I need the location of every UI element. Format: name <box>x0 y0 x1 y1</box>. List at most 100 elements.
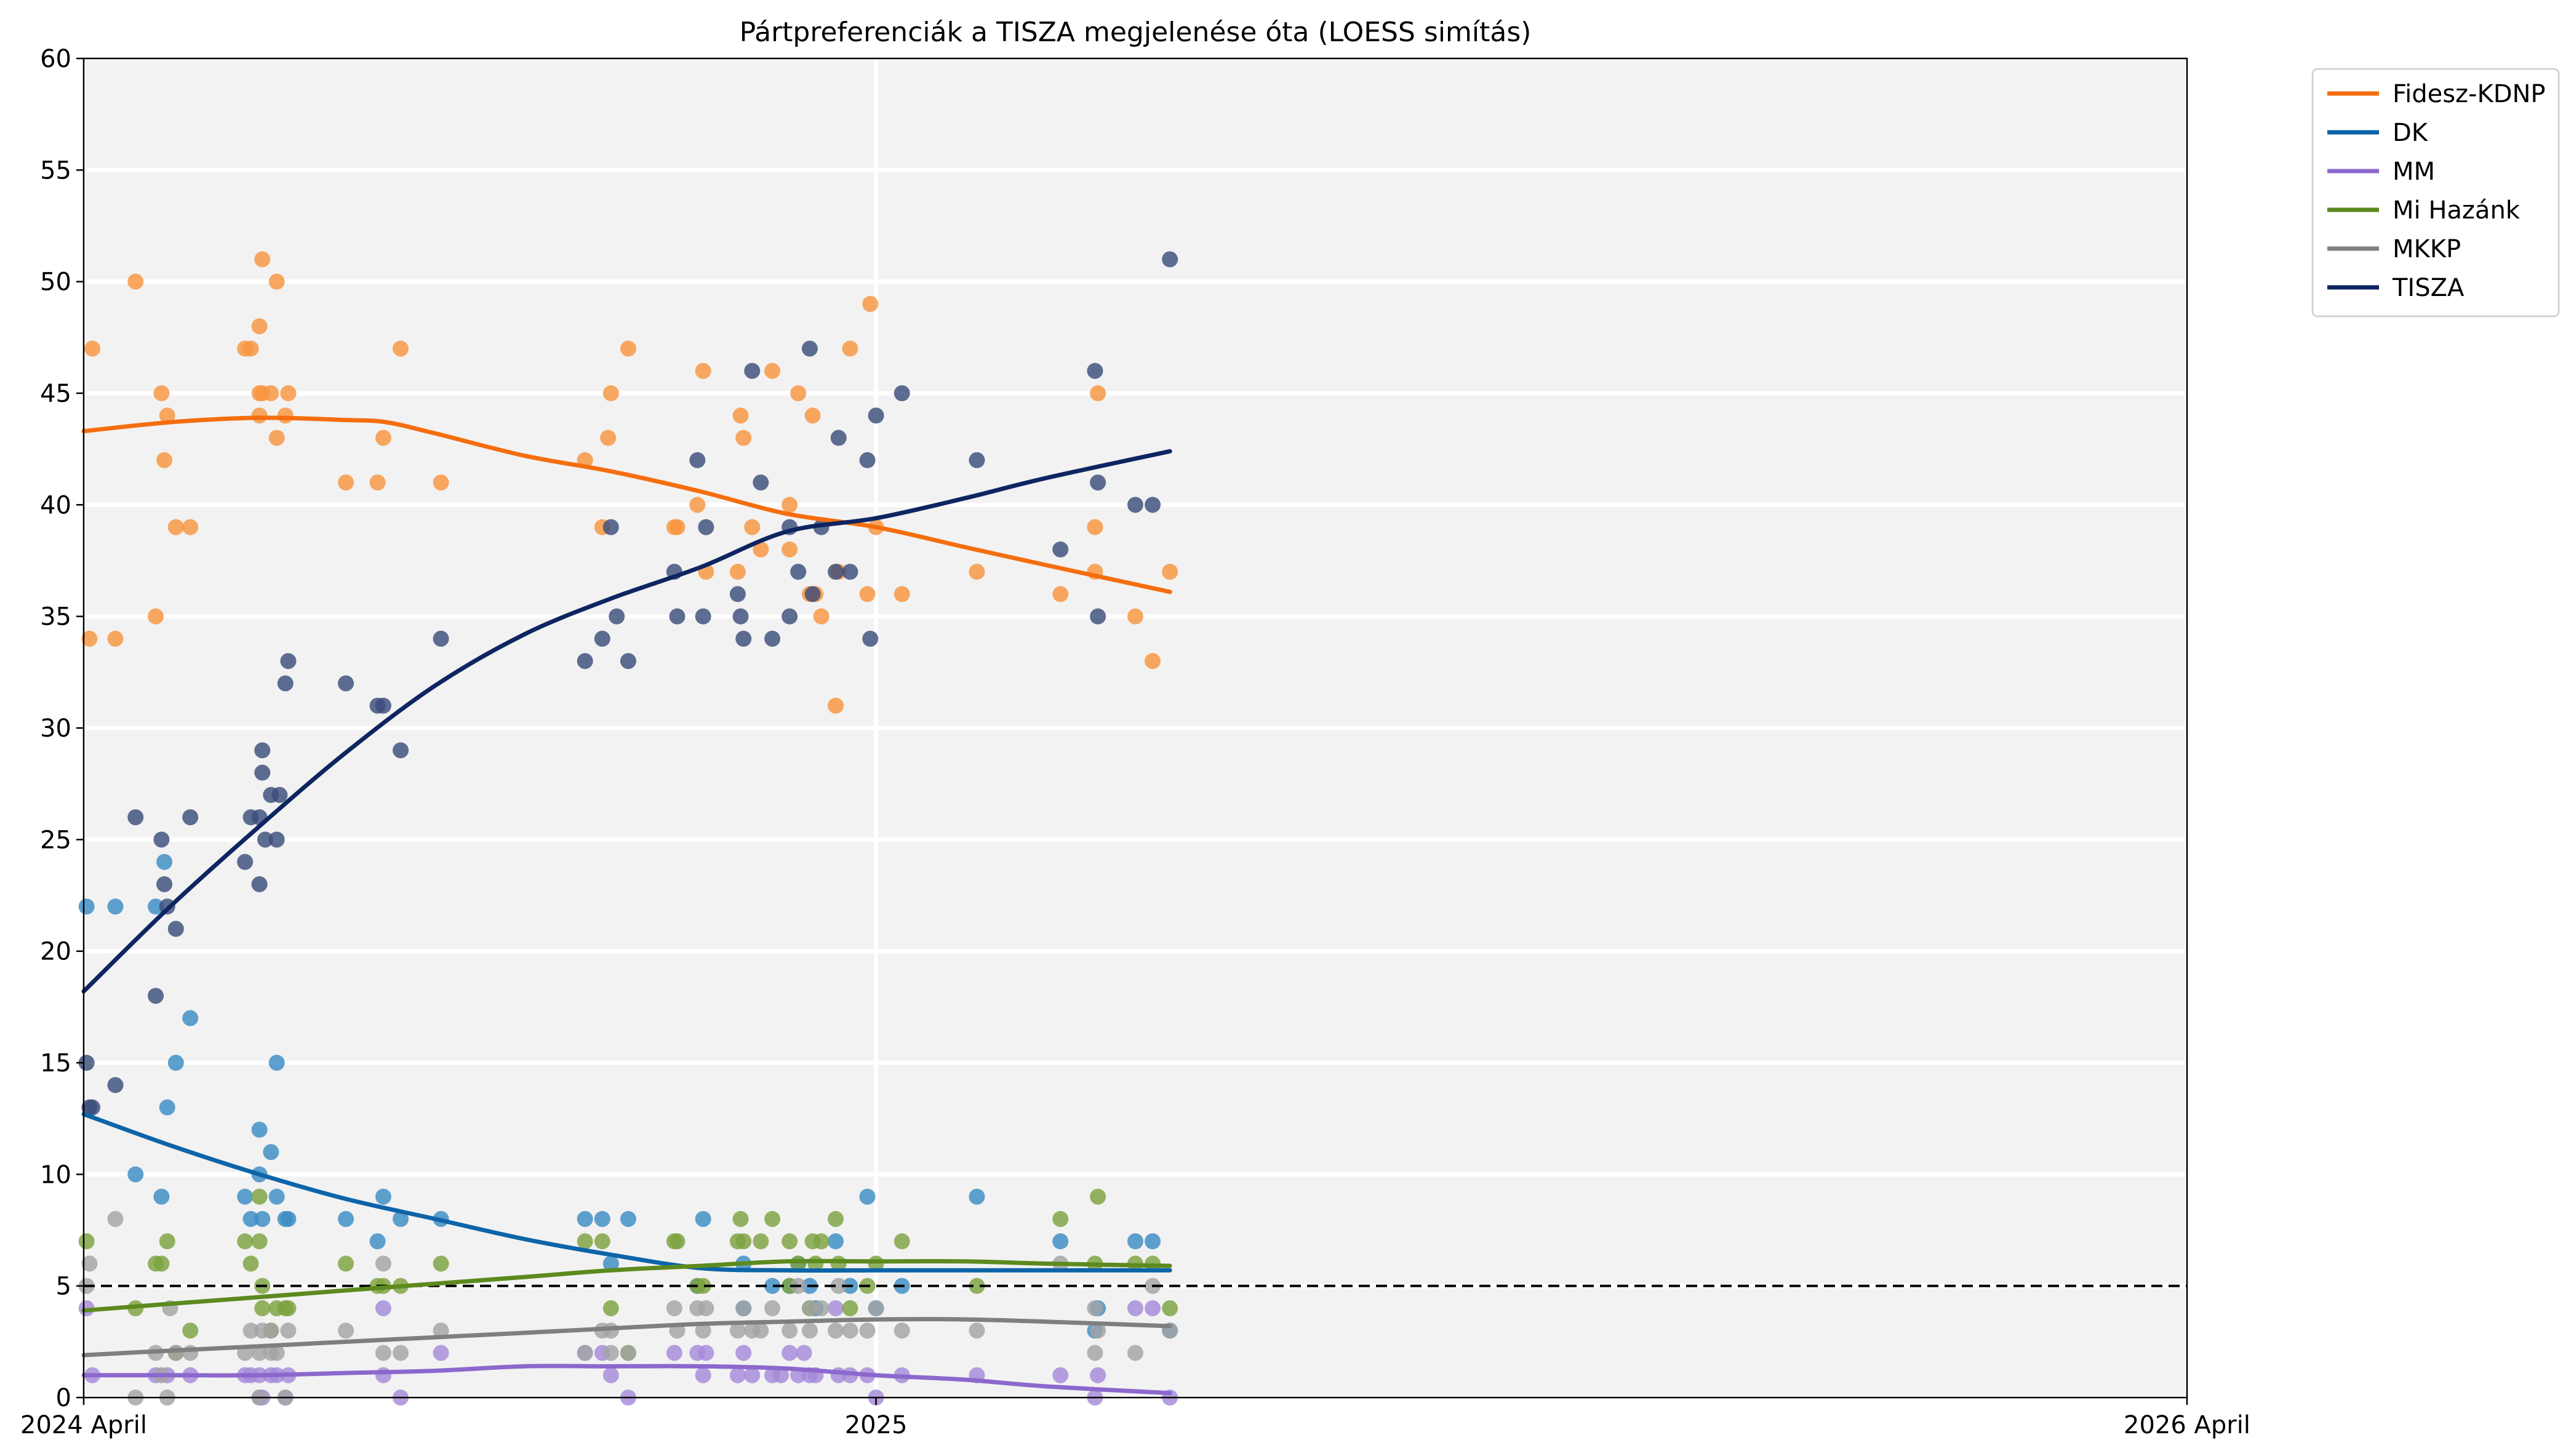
data-point <box>268 430 285 446</box>
data-point <box>828 1210 844 1227</box>
data-point <box>393 1345 409 1361</box>
data-point <box>242 1322 259 1339</box>
data-point <box>107 1210 124 1227</box>
data-point <box>153 1188 170 1205</box>
data-point <box>268 1188 285 1205</box>
data-point <box>338 1255 354 1272</box>
data-point <box>1145 1233 1161 1250</box>
data-point <box>242 1255 259 1272</box>
data-point <box>263 1322 279 1339</box>
data-point <box>167 519 184 535</box>
data-point <box>862 630 879 647</box>
x-tick-label: 2024 April <box>20 1411 147 1439</box>
data-point <box>1145 1300 1161 1316</box>
data-point <box>433 1322 449 1339</box>
data-point <box>237 1233 254 1250</box>
data-point <box>828 1233 844 1250</box>
data-point <box>602 1367 619 1383</box>
data-point <box>375 1188 391 1205</box>
data-point <box>830 1278 847 1294</box>
data-point <box>338 474 354 491</box>
data-point <box>666 1300 682 1316</box>
data-point <box>251 407 268 424</box>
data-point <box>277 675 294 692</box>
data-point <box>602 1345 619 1361</box>
data-point <box>242 1210 259 1227</box>
data-point <box>369 474 386 491</box>
data-point <box>251 318 268 335</box>
data-point <box>859 586 876 602</box>
data-point <box>577 1345 593 1361</box>
y-tick-label: 5 <box>56 1273 71 1301</box>
data-point <box>862 295 879 312</box>
data-point <box>254 742 271 759</box>
data-point <box>842 340 858 357</box>
data-point <box>666 1345 682 1361</box>
data-point <box>729 1322 746 1339</box>
data-point <box>698 1300 714 1316</box>
legend: Fidesz-KDNP DK MM Mi Hazánk MKKP TISZA <box>2311 68 2560 318</box>
data-point <box>894 1322 910 1339</box>
data-point <box>801 340 818 357</box>
data-point <box>1090 1322 1106 1339</box>
data-point <box>620 653 636 670</box>
data-point <box>393 340 409 357</box>
data-point <box>251 876 268 892</box>
data-point <box>433 1345 449 1361</box>
data-point <box>698 519 714 535</box>
loess-line-mkkp <box>81 1317 1172 1358</box>
data-point <box>753 1233 769 1250</box>
y-tick-label: 60 <box>40 45 71 73</box>
data-point <box>182 1322 199 1339</box>
data-point <box>277 407 294 424</box>
data-point <box>602 1300 619 1316</box>
data-point <box>153 1255 170 1272</box>
data-point <box>268 1345 285 1361</box>
data-point <box>242 340 259 357</box>
data-point <box>182 519 199 535</box>
data-point <box>695 1210 711 1227</box>
data-point <box>969 452 985 468</box>
data-point <box>842 1300 858 1316</box>
data-point <box>790 564 807 580</box>
data-point <box>764 362 781 379</box>
data-point <box>764 1300 781 1316</box>
data-point <box>1090 1188 1106 1205</box>
data-point <box>828 697 844 714</box>
data-point <box>254 1300 271 1316</box>
data-point <box>894 385 910 401</box>
data-point <box>773 1367 790 1383</box>
data-point <box>813 1233 830 1250</box>
y-tick-label: 35 <box>40 603 71 631</box>
data-point <box>782 1233 798 1250</box>
data-point <box>594 1233 610 1250</box>
data-point <box>375 1300 391 1316</box>
data-point <box>254 251 271 268</box>
legend-label: Fidesz-KDNP <box>2393 80 2546 108</box>
data-point <box>669 1233 686 1250</box>
data-point <box>263 385 279 401</box>
data-point <box>744 362 761 379</box>
data-point <box>669 519 686 535</box>
legend-label: DK <box>2393 119 2429 147</box>
data-point <box>251 1345 268 1361</box>
data-point <box>695 1278 711 1294</box>
data-point <box>969 1188 985 1205</box>
data-point <box>804 407 821 424</box>
data-point <box>251 1233 268 1250</box>
data-point <box>156 854 173 870</box>
data-point <box>1127 497 1143 513</box>
data-point <box>735 630 752 647</box>
data-point <box>729 564 746 580</box>
data-point <box>813 1300 830 1316</box>
data-point <box>732 1210 749 1227</box>
data-point <box>969 1322 985 1339</box>
data-point <box>1145 497 1161 513</box>
data-point <box>894 586 910 602</box>
data-point <box>804 586 821 602</box>
data-point <box>1052 586 1069 602</box>
data-point <box>254 1210 271 1227</box>
data-point <box>182 1010 199 1026</box>
data-point <box>1052 1233 1069 1250</box>
data-point <box>695 1322 711 1339</box>
